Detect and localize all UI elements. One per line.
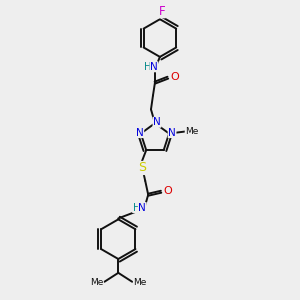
Text: H: H	[133, 202, 140, 213]
Text: N: N	[138, 202, 146, 213]
Text: F: F	[159, 5, 165, 18]
Text: N: N	[153, 117, 161, 127]
Text: N: N	[150, 62, 158, 72]
Text: Me: Me	[185, 127, 199, 136]
Text: S: S	[138, 161, 146, 175]
Text: N: N	[168, 128, 176, 137]
Text: N: N	[136, 128, 144, 137]
Text: H: H	[144, 62, 152, 72]
Text: O: O	[164, 186, 172, 196]
Text: Me: Me	[134, 278, 147, 287]
Text: O: O	[170, 72, 179, 82]
Text: Me: Me	[90, 278, 103, 287]
